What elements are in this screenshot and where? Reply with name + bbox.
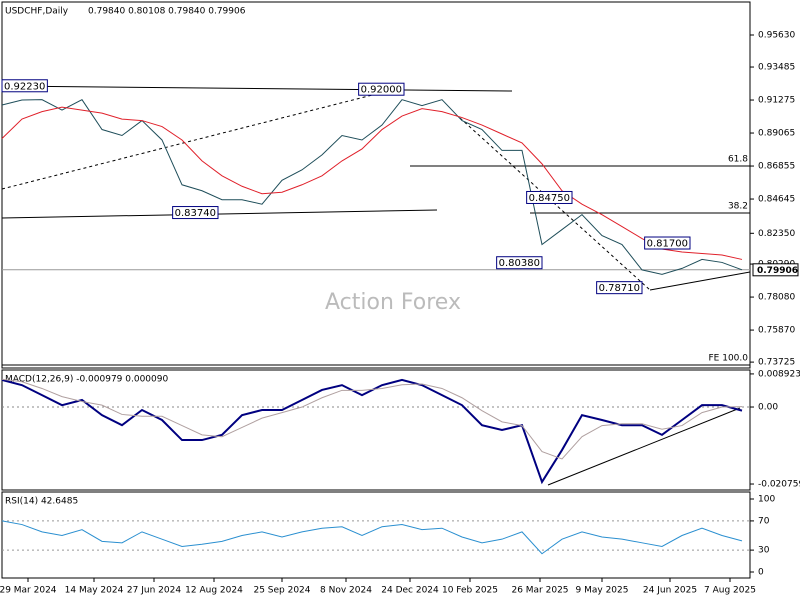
price-annotation: 0.78710 (596, 281, 643, 295)
price-annotation: 0.83740 (172, 206, 219, 220)
x-tick-label: 7 Aug 2025 (704, 586, 756, 596)
chart-title: USDCHF,Daily (5, 7, 69, 17)
current-price-box (752, 263, 799, 277)
x-tick-label: 8 Nov 2024 (320, 586, 372, 596)
series-line (1, 106, 743, 260)
y-tick-label: 70 (758, 516, 770, 526)
annotation-box (596, 281, 643, 295)
y-tick-label: 0.86855 (758, 162, 795, 172)
price-annotation: 0.92230 (1, 79, 48, 93)
watermark: Action Forex (325, 290, 461, 315)
y-tick-label: 30 (758, 546, 770, 556)
x-tick-label: 29 Mar 2024 (0, 586, 57, 596)
y-tick-label: 0.84645 (758, 195, 795, 205)
annotation-box (1, 79, 48, 93)
x-tick-label: 27 Jun 2024 (127, 586, 181, 596)
annotation-box (644, 236, 691, 250)
y-tick-label: 0.93485 (758, 63, 795, 73)
fib-label: FE 100.0 (709, 354, 749, 364)
current-price-label: 0.79906 (757, 266, 798, 276)
series-line (1, 99, 743, 275)
y-tick-label: 0.008923 (758, 369, 800, 379)
trendline (1, 209, 438, 219)
rsi-title: RSI(14) 42.6485 (5, 497, 78, 507)
annotation-box (496, 256, 543, 270)
y-tick-label: 0.78080 (758, 293, 795, 303)
annotation-box (358, 82, 405, 96)
y-tick-label: 0.73725 (758, 358, 795, 368)
price-panel (1, 1, 751, 369)
x-tick-label: 14 May 2024 (65, 586, 124, 596)
annotation-label: 0.84750 (529, 193, 570, 204)
series-line (1, 378, 743, 460)
annotation-label: 0.81700 (647, 239, 688, 250)
trendline (547, 407, 741, 486)
fib-label: 61.8 (728, 154, 748, 164)
y-tick-label: 0.89065 (758, 129, 795, 139)
x-tick-label: 9 May 2025 (576, 586, 629, 596)
y-tick-label: 0 (758, 568, 764, 578)
y-tick-label: 0.95630 (758, 31, 795, 41)
price-annotation: 0.84750 (526, 190, 573, 204)
annotation-label: 0.92000 (361, 85, 402, 96)
x-tick-label: 24 Dec 2024 (381, 586, 439, 596)
trendlines (1, 85, 751, 486)
annotation-label: 0.83740 (175, 208, 216, 219)
price-annotation: 0.81700 (644, 236, 691, 250)
x-tick-label: 26 Mar 2025 (511, 586, 568, 596)
macd-title: MACD(12,26,9) -0.000979 0.000090 (5, 375, 168, 385)
y-tick-label: 100 (758, 495, 775, 505)
trendline (1, 85, 513, 92)
trendline (459, 117, 651, 291)
trendline (1, 87, 401, 190)
y-tick-label: 0.75870 (758, 326, 795, 336)
annotation-label: 0.80380 (499, 258, 540, 269)
x-tick-label: 25 Sep 2024 (253, 586, 310, 596)
y-tick-label: 0.82350 (758, 229, 795, 239)
fib-label: 38.2 (728, 201, 748, 211)
chart-subtitle: 0.79840 0.80108 0.79840 0.79906 (88, 7, 246, 17)
price-annotation: 0.92000 (358, 82, 405, 96)
rsi-panel (1, 491, 751, 579)
price-annotation: 0.80380 (496, 256, 543, 270)
series-line (1, 520, 743, 555)
annotation-label: 0.78710 (599, 283, 640, 294)
series-line (1, 378, 743, 485)
x-tick-label: 10 Feb 2025 (442, 586, 498, 596)
y-tick-label: 0.91275 (758, 96, 795, 106)
macd-panel (1, 369, 751, 491)
y-tick-label: -0.020759 (758, 480, 800, 490)
trendline (649, 271, 751, 291)
annotation-box (172, 206, 219, 220)
y-tick-label: 0.00 (758, 403, 778, 413)
x-tick-label: 12 Aug 2024 (185, 586, 243, 596)
x-tick-label: 24 Jun 2025 (643, 586, 697, 596)
annotation-label: 0.92230 (4, 81, 45, 92)
annotation-box (526, 190, 573, 204)
